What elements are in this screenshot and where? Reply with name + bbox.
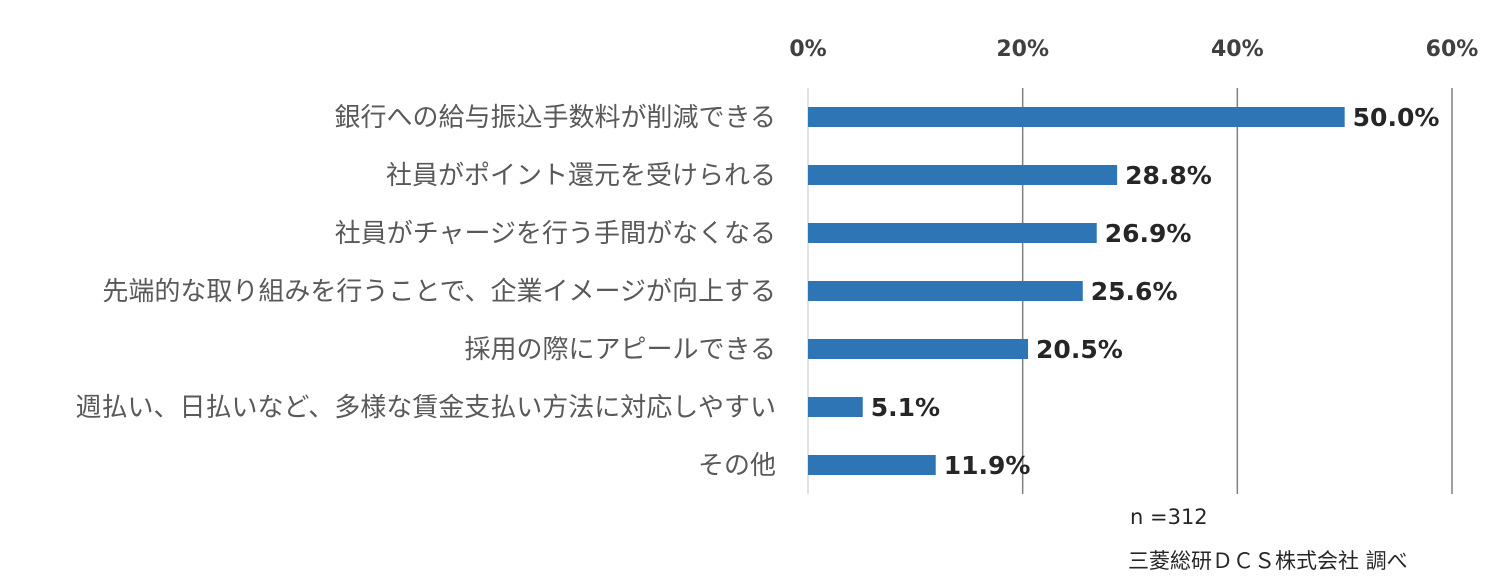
bar — [808, 165, 1118, 185]
bar — [808, 107, 1345, 127]
data-label: 5.1% — [871, 393, 940, 422]
category-labels: 銀行への給与振込手数料が削減できる社員がポイント還元を受けられる社員がチャージを… — [76, 103, 776, 481]
x-tick-label: 20% — [996, 37, 1049, 62]
bar — [808, 339, 1029, 359]
category-label: その他 — [698, 451, 776, 481]
category-label: 銀行への給与振込手数料が削減できる — [335, 103, 776, 133]
x-tick-label: 40% — [1211, 37, 1264, 62]
bar — [808, 223, 1097, 243]
sample-size-note: n =312 — [1130, 505, 1208, 529]
category-label: 社員がチャージを行う手間がなくなる — [335, 219, 776, 249]
data-label: 11.9% — [944, 451, 1031, 480]
bar — [808, 397, 863, 417]
category-label: 先端的な取り組みを行うことで、企業イメージが向上する — [102, 277, 776, 307]
data-label: 50.0% — [1353, 103, 1440, 132]
data-label: 28.8% — [1125, 161, 1212, 190]
data-label: 25.6% — [1091, 277, 1178, 306]
category-label: 採用の際にアピールできる — [465, 335, 776, 365]
bars — [808, 107, 1345, 475]
source-note: 三菱総研ＤＣＳ株式会社 調べ — [1128, 549, 1408, 573]
data-labels: 50.0% 28.8% 26.9% 25.6% 20.5% 5.1%11.9% — [871, 103, 1440, 480]
x-tick-label: 0% — [789, 37, 826, 62]
data-label: 20.5% — [1036, 335, 1123, 364]
category-label: 社員がポイント還元を受けられる — [386, 161, 776, 191]
data-label: 26.9% — [1105, 219, 1192, 248]
category-label: 週払い、日払いなど、多様な賃金支払い方法に対応しやすい — [76, 393, 776, 423]
bar — [808, 281, 1083, 301]
x-axis-ticks: 0% 20% 40% 60% — [789, 37, 1478, 62]
x-tick-label: 60% — [1426, 37, 1479, 62]
bar — [808, 455, 936, 475]
